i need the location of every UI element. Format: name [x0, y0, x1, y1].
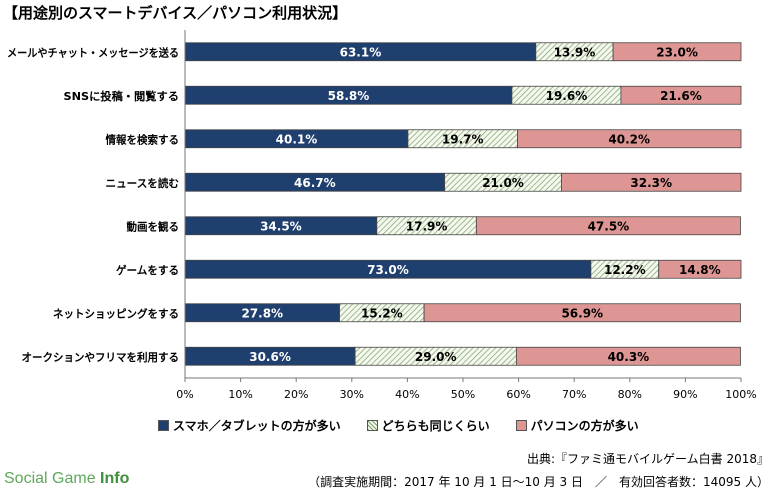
bar-pc-0 — [612, 42, 742, 62]
bar-pc-4 — [475, 216, 741, 236]
bar-pc-7 — [515, 346, 741, 366]
legend-item-pc: パソコンの方が多い — [515, 417, 639, 434]
x-tick-label-9: 90% — [673, 388, 697, 401]
bar-pc-5 — [658, 259, 742, 279]
data-label-both-6: 15.2% — [361, 306, 403, 320]
category-label-4: 動画を観る — [127, 219, 180, 233]
brand-part1: Social Game — [4, 470, 101, 487]
data-label-both-0: 13.9% — [554, 45, 596, 59]
brand-logo: Social Game Info — [4, 470, 129, 488]
legend: スマホ／タブレットの方が多い どちらも同じくらい パソコンの方が多い — [158, 417, 639, 434]
x-tick-label-0: 0% — [176, 388, 193, 401]
data-label-smartphone-0: 63.1% — [340, 45, 382, 59]
x-tick-label-5: 50% — [451, 388, 475, 401]
x-tick-label-4: 40% — [395, 388, 419, 401]
legend-item-smartphone: スマホ／タブレットの方が多い — [158, 417, 341, 434]
data-label-smartphone-1: 58.8% — [328, 89, 370, 103]
data-label-smartphone-7: 30.6% — [249, 350, 291, 364]
x-tick-label-1: 10% — [228, 388, 252, 401]
data-label-both-5: 12.2% — [604, 263, 646, 277]
x-tick-label-10: 100% — [725, 388, 756, 401]
data-label-both-1: 19.6% — [546, 89, 588, 103]
survey-note: （調査実施期間：2017 年 10 月 1 日～10 月 3 日 ／ 有効回答者… — [308, 475, 769, 489]
category-label-6: ネットショッピングをする — [53, 306, 179, 320]
data-label-smartphone-3: 46.7% — [294, 176, 336, 190]
data-label-both-7: 29.0% — [415, 350, 457, 364]
data-label-smartphone-6: 27.8% — [241, 306, 283, 320]
data-label-pc-6: 56.9% — [561, 306, 603, 320]
x-axis: 0% 10% 20% 30% 40% 50% 60% 70% 80% 90% 100% — [176, 30, 757, 401]
x-tick-label-6: 60% — [506, 388, 530, 401]
data-label-both-3: 21.0% — [482, 176, 524, 190]
category-label-5: ゲームをする — [116, 263, 179, 277]
data-label-pc-2: 40.2% — [608, 132, 650, 146]
legend-label-smartphone: スマホ／タブレットの方が多い — [173, 419, 341, 433]
data-label-pc-4: 47.5% — [588, 219, 630, 233]
bar-pc-1 — [620, 85, 742, 105]
x-tick-label-2: 20% — [284, 388, 308, 401]
data-label-pc-3: 32.3% — [630, 176, 672, 190]
data-label-both-2: 19.7% — [442, 132, 484, 146]
data-label-pc-0: 23.0% — [656, 45, 698, 59]
category-label-2: 情報を検索する — [106, 132, 180, 146]
y-axis: メールやチャット・メッセージを送る SNSに投稿・閲覧する情報を検索するニュースを… — [7, 45, 179, 364]
category-label-0: メールやチャット・メッセージを送る — [7, 45, 179, 59]
legend-swatch-both — [366, 420, 378, 431]
brand-part2: Info — [100, 470, 130, 487]
data-label-pc-7: 40.3% — [608, 350, 650, 364]
bar-pc-2 — [517, 129, 742, 149]
data-label-smartphone-4: 34.5% — [260, 219, 302, 233]
category-label-3: ニュースを読む — [106, 176, 180, 190]
source-credit: 出典:『ファミ通モバイルゲーム白書 2018』 — [526, 452, 769, 466]
category-label-1: SNSに投稿・閲覧する — [64, 89, 180, 103]
data-label-both-4: 17.9% — [406, 219, 448, 233]
data-label-pc-1: 21.6% — [660, 89, 702, 103]
x-tick-label-7: 70% — [562, 388, 586, 401]
bar-pc-3 — [561, 172, 742, 192]
category-label-7: オークションやフリマを利用する — [22, 350, 180, 364]
bar-pc-6 — [423, 303, 741, 323]
x-tick-label-3: 30% — [340, 388, 364, 401]
legend-swatch-smartphone — [158, 420, 169, 431]
legend-label-pc: パソコンの方が多い — [530, 419, 639, 433]
x-tick-label-8: 80% — [618, 388, 642, 401]
bars-layer: 63.1% 13.9% 23.0% 58.8% 19.6% 21.6% 40.1% 19.7%… — [184, 42, 742, 366]
legend-label-both: どちらも同じくらい — [381, 419, 490, 433]
data-label-pc-5: 14.8% — [679, 263, 721, 277]
data-label-smartphone-2: 40.1% — [276, 132, 318, 146]
legend-item-both: どちらも同じくらい — [366, 417, 490, 434]
legend-swatch-pc — [515, 420, 527, 431]
chart-title: 【用途別のスマートデバイス／パソコン利用状況】 — [3, 4, 348, 22]
data-label-smartphone-5: 73.0% — [367, 263, 409, 277]
